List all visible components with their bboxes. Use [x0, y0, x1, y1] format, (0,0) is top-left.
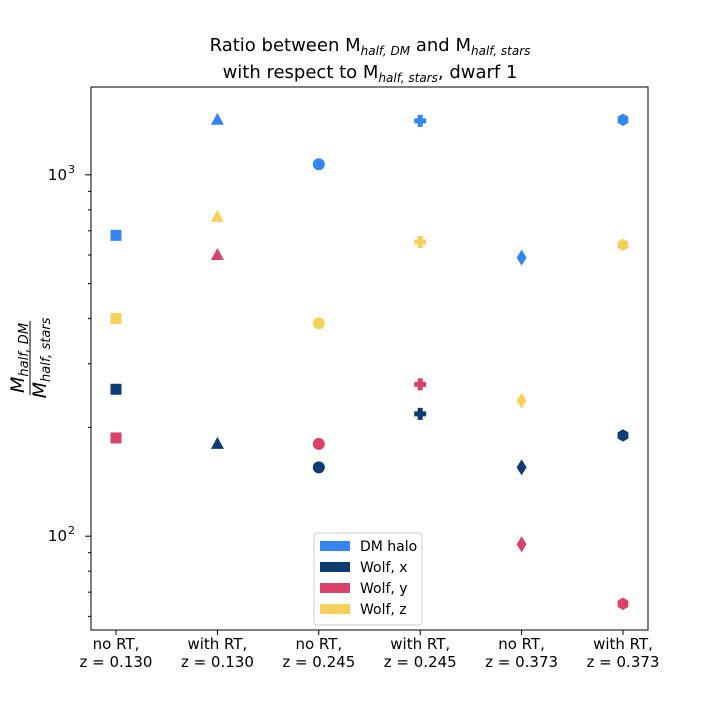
data-point-square — [110, 383, 122, 395]
data-point-circle — [312, 437, 325, 450]
legend-swatch — [320, 583, 350, 593]
legend-label: Wolf, y — [360, 581, 408, 597]
y-tick-label: 10 — [48, 527, 67, 545]
y-label-denominator: Mhalf, stars — [29, 317, 54, 398]
legend-swatch — [320, 562, 350, 572]
title-line-2: with respect to Mhalf, stars, dwarf 1 — [223, 62, 518, 85]
data-point-plus — [414, 407, 427, 420]
x-tick-label-line1: with RT, — [390, 635, 450, 653]
data-point-triangle — [210, 436, 224, 449]
title-line-1: Ratio between Mhalf, DM and Mhalf, stars — [210, 35, 531, 58]
legend-swatch — [320, 541, 350, 551]
data-point-plus — [414, 378, 427, 391]
data-point-square — [110, 432, 122, 444]
x-tick-label-line2: z = 0.245 — [282, 653, 355, 671]
legend-swatch — [320, 604, 350, 614]
data-point-triangle — [210, 247, 224, 260]
plot-frame — [90, 86, 649, 631]
legend: DM halo Wolf, x Wolf, y Wolf, z — [313, 532, 423, 626]
x-tick-label-line2: z = 0.373 — [587, 653, 660, 671]
data-point-triangle — [210, 209, 224, 222]
data-point-hexagon — [617, 238, 629, 252]
chart-title: Ratio between Mhalf, DM and Mhalf, stars… — [210, 35, 531, 85]
data-point-diamond — [516, 536, 527, 553]
data-point-plus — [414, 114, 427, 127]
data-point-square — [110, 229, 122, 241]
data-point-hexagon — [617, 429, 629, 442]
data-point-square — [110, 313, 122, 325]
legend-box — [313, 532, 423, 626]
data-point-plus — [414, 235, 427, 248]
x-tick-label-line2: z = 0.373 — [485, 653, 558, 671]
legend-label: Wolf, z — [360, 602, 407, 618]
x-tick-label-line1: with RT, — [187, 635, 247, 653]
data-point-triangle — [210, 112, 224, 125]
data-point-hexagon — [617, 113, 629, 126]
data-point-circle — [312, 317, 325, 330]
legend-label: DM halo — [360, 539, 417, 555]
axis-ticks — [85, 174, 624, 635]
x-tick-label-line1: with RT, — [593, 635, 653, 653]
x-tick-label-line1: no RT, — [498, 635, 545, 653]
data-markers — [110, 112, 629, 610]
data-point-circle — [312, 461, 325, 474]
x-tick-label-line1: no RT, — [93, 635, 140, 653]
data-point-diamond — [516, 459, 527, 476]
legend-label: Wolf, x — [360, 560, 408, 576]
y-axis-label: Mhalf, DM Mhalf, stars — [7, 317, 54, 398]
x-tick-label-line1: no RT, — [295, 635, 342, 653]
data-point-circle — [312, 158, 325, 171]
data-point-diamond — [516, 249, 527, 266]
data-point-diamond — [516, 392, 527, 409]
y-label-numerator: Mhalf, DM — [7, 323, 32, 393]
x-tick-label-line2: z = 0.130 — [80, 653, 153, 671]
x-tick-label-line2: z = 0.245 — [384, 653, 457, 671]
x-tick-label-line2: z = 0.130 — [181, 653, 254, 671]
y-tick-label: 10 — [48, 166, 67, 184]
data-point-hexagon — [617, 597, 629, 610]
y-tick-label-exponent: 3 — [68, 163, 75, 176]
y-tick-label-exponent: 2 — [68, 524, 75, 537]
